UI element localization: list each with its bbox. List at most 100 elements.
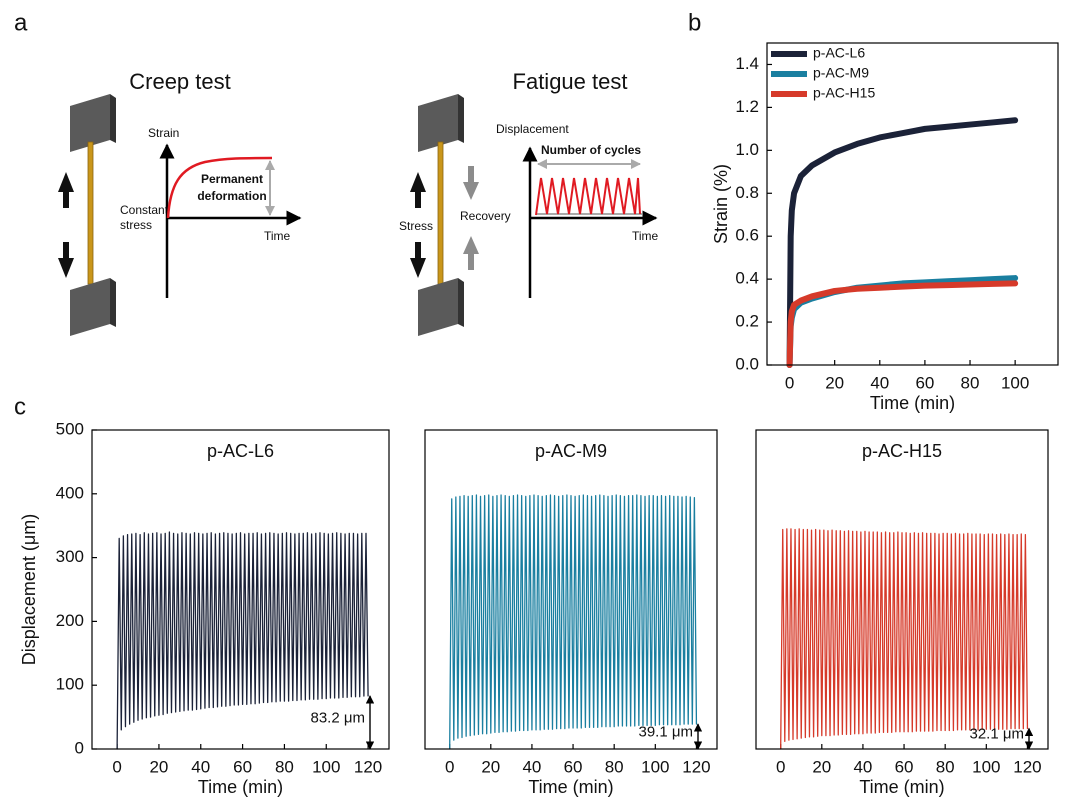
x-tick-label: 0 [785,373,794,392]
x-tick-label: 100 [312,757,340,776]
x-tick-label: 20 [481,757,500,776]
y-tick-label: 0.2 [735,312,759,331]
chart-title: p-AC-M9 [535,441,607,461]
stress-arrow [410,172,426,208]
diagram-title: Fatigue test [513,69,628,94]
x-tick-label: 0 [112,757,121,776]
clamp [110,94,116,143]
x-axis-title: Time (min) [870,393,955,413]
diagram-label: deformation [197,189,266,203]
legend-label: p-AC-L6 [813,45,865,61]
y-tick-label: 1.4 [735,54,759,73]
x-axis-title: Time (min) [859,777,944,797]
clamp [418,94,458,152]
x-tick-label: 60 [233,757,252,776]
plot-frame [755,429,1049,750]
diagram-label: Constant [120,203,169,217]
y-axis-title: Displacement (μm) [19,514,39,665]
y-tick-label: 0.0 [735,354,759,373]
x-tick-label: 80 [605,757,624,776]
data-line [116,531,369,750]
x-tick-label: 100 [972,757,1000,776]
plot-frame [91,429,390,750]
annotation-label: 83.2 μm [311,709,366,726]
plot-frame [766,42,1059,366]
y-tick-label: 1.2 [735,97,759,116]
panel-label: c [14,393,26,420]
x-tick-label: 60 [564,757,583,776]
diagram-label: Permanent [201,172,263,186]
x-tick-label: 80 [961,373,980,392]
x-tick-label: 40 [853,757,872,776]
x-tick-label: 60 [915,373,934,392]
x-tick-label: 80 [275,757,294,776]
x-tick-label: 0 [445,757,454,776]
x-tick-label: 100 [641,757,669,776]
stress-arrow [58,172,74,208]
data-line [786,117,1019,368]
clamp [70,278,110,336]
x-tick-label: 20 [812,757,831,776]
data-line [449,494,698,750]
creep-schematic: Creep test Constant stress Strain Time P… [58,69,302,336]
diagram-label: stress [120,218,152,232]
diagram-label: Time [632,229,659,243]
chart-title: p-AC-H15 [862,441,942,461]
chart-title: p-AC-L6 [207,441,274,461]
diagram-label: Recovery [460,209,511,223]
diagram-label: Time [264,229,291,243]
diagram-title: Creep test [129,69,231,94]
stress-arrow [410,242,426,278]
diagram-label: Displacement [496,122,569,136]
diagram-label: Number of cycles [541,143,641,157]
x-tick-label: 40 [191,757,210,776]
x-tick-label: 20 [825,373,844,392]
clamp [458,278,464,327]
x-axis-title: Time (min) [198,777,283,797]
fatigue-curve [535,177,641,216]
y-tick-label: 500 [56,419,84,438]
clamp [418,278,458,336]
x-tick-label: 20 [149,757,168,776]
panel-label: a [14,9,28,36]
legend-label: p-AC-H15 [813,85,875,101]
x-tick-label: 120 [682,757,710,776]
y-axis-title: Strain (%) [711,164,731,244]
clamp [70,94,110,152]
fatigue-schematic: Fatigue test Stress Recovery Displacemen… [399,69,659,336]
x-axis-title: Time (min) [528,777,613,797]
y-tick-label: 200 [56,611,84,630]
y-tick-label: 0.8 [735,183,759,202]
x-tick-label: 0 [776,757,785,776]
x-tick-label: 40 [870,373,889,392]
data-line [780,528,1029,750]
diagram-label: Stress [399,219,433,233]
x-tick-label: 60 [895,757,914,776]
recovery-arrow [463,166,479,200]
y-tick-label: 0.4 [735,269,759,288]
recovery-arrow [463,236,479,270]
legend-label: p-AC-M9 [813,65,869,81]
diagram-label: Strain [148,126,179,140]
annotation-label: 39.1 μm [639,723,694,740]
specimen [437,141,444,285]
y-tick-label: 0 [75,738,84,757]
x-tick-label: 40 [522,757,541,776]
y-tick-label: 1.0 [735,140,759,159]
creep-curve [166,156,273,219]
x-tick-label: 80 [936,757,955,776]
y-tick-label: 0.6 [735,226,759,245]
x-tick-label: 120 [1013,757,1041,776]
x-tick-label: 100 [1001,373,1029,392]
clamp [110,278,116,327]
specimen [87,141,94,285]
data-line [786,280,1019,368]
panel-label: b [688,9,701,36]
annotation-label: 32.1 μm [970,726,1025,743]
y-tick-label: 300 [56,547,84,566]
plot-frame [424,429,718,750]
stress-arrow [58,242,74,278]
y-tick-label: 100 [56,675,84,694]
